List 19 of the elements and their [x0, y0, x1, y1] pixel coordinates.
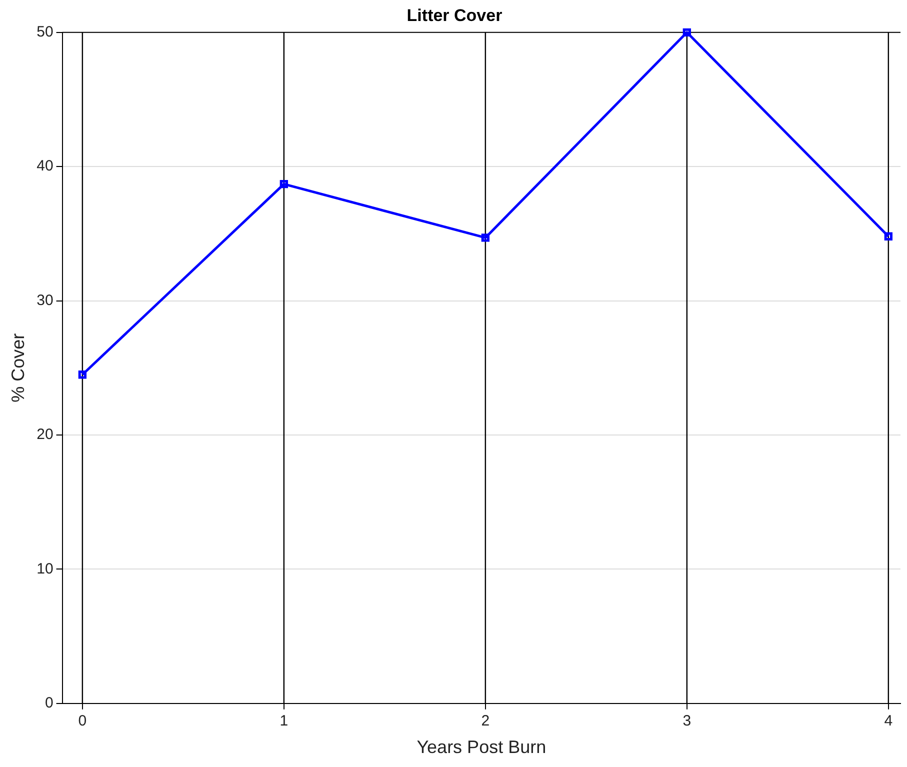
y-tick-label: 30 — [36, 292, 54, 309]
point — [481, 234, 490, 242]
x-tick-label: 3 — [682, 712, 692, 730]
point — [682, 28, 691, 36]
y-tick-label: 20 — [36, 426, 54, 444]
y-tick-label: 40 — [36, 158, 54, 175]
x-axis-title: Years Post Burn — [416, 737, 546, 758]
x-tick-label: 1 — [280, 712, 288, 730]
x-tick-label: 0 — [78, 712, 87, 730]
y-axis-title: % Cover — [8, 333, 28, 402]
point — [78, 370, 87, 379]
point — [884, 232, 892, 240]
point — [280, 180, 288, 188]
chart-title: Litter Cover — [406, 6, 503, 25]
y-tick-label: 10 — [36, 560, 54, 578]
x-tick-label: 2 — [481, 712, 490, 730]
x-tick-label: 4 — [884, 712, 893, 730]
y-tick-label: 50 — [36, 24, 54, 41]
y-tick-label: 0 — [44, 694, 54, 712]
